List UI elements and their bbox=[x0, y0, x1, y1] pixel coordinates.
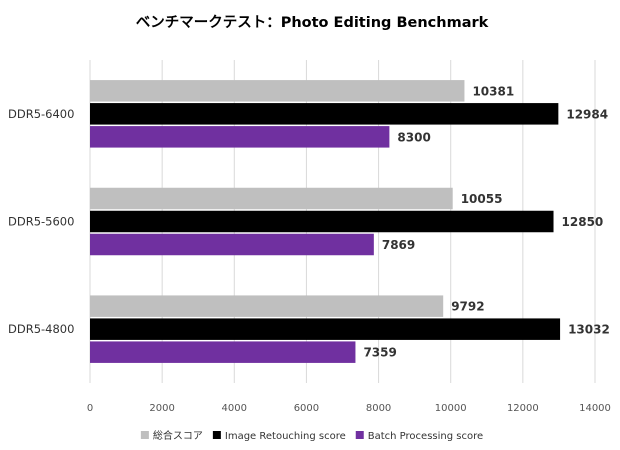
data-label: 9792 bbox=[451, 300, 484, 314]
bar-DDR5-6400-0 bbox=[90, 80, 465, 102]
bar-DDR5-4800-0 bbox=[90, 295, 444, 317]
bar-DDR5-5600-2 bbox=[90, 233, 374, 256]
data-label: 12850 bbox=[562, 215, 604, 229]
category-label: DDR5-5600 bbox=[8, 215, 74, 229]
data-label: 10055 bbox=[461, 192, 503, 206]
bar-DDR5-4800-1 bbox=[90, 318, 561, 340]
x-tick-label: 4000 bbox=[222, 403, 247, 414]
data-label: 8300 bbox=[397, 130, 430, 144]
legend-swatch-0 bbox=[140, 431, 149, 439]
legend: 総合スコア Image Retouching score Batch Process… bbox=[140, 429, 483, 442]
data-label: 7359 bbox=[363, 346, 396, 360]
bars bbox=[90, 80, 561, 363]
category-label: DDR5-4800 bbox=[8, 322, 74, 336]
data-label: 13032 bbox=[568, 323, 610, 337]
legend-swatch-1 bbox=[212, 431, 221, 439]
x-tick-label: 0 bbox=[87, 403, 93, 414]
data-label: 10381 bbox=[472, 84, 514, 98]
bar-DDR5-6400-2 bbox=[90, 126, 390, 148]
x-tick-label: 14000 bbox=[579, 403, 611, 414]
category-label: DDR5-6400 bbox=[8, 107, 74, 121]
chart-title: ベンチマークテスト：Photo Editing Benchmark bbox=[136, 14, 489, 31]
bar-DDR5-5600-1 bbox=[90, 210, 554, 233]
x-tick-label: 6000 bbox=[294, 403, 319, 414]
data-label: 12984 bbox=[566, 107, 608, 121]
bar-DDR5-5600-0 bbox=[90, 187, 453, 210]
data-label: 7869 bbox=[382, 238, 415, 252]
legend-swatch-2 bbox=[355, 431, 364, 439]
value-labels: 10381 12984 8300 10055 12850 7869 9792 13032 735… bbox=[363, 84, 609, 359]
category-axis: DDR5-6400 DDR5-5600 DDR5-4800 bbox=[8, 107, 74, 336]
x-tick-label: 2000 bbox=[149, 403, 174, 414]
x-tick-label: 8000 bbox=[366, 403, 391, 414]
x-tick-label: 12000 bbox=[507, 403, 539, 414]
bar-DDR5-6400-1 bbox=[90, 103, 559, 125]
legend-label: Image Retouching score bbox=[225, 431, 346, 442]
bar-DDR5-4800-2 bbox=[90, 341, 356, 363]
x-tick-label: 10000 bbox=[435, 403, 467, 414]
value-axis: 0 2000 4000 6000 8000 10000 12000 14000 bbox=[87, 403, 611, 414]
legend-label: 総合スコア bbox=[153, 429, 203, 442]
legend-label: Batch Processing score bbox=[368, 431, 483, 442]
